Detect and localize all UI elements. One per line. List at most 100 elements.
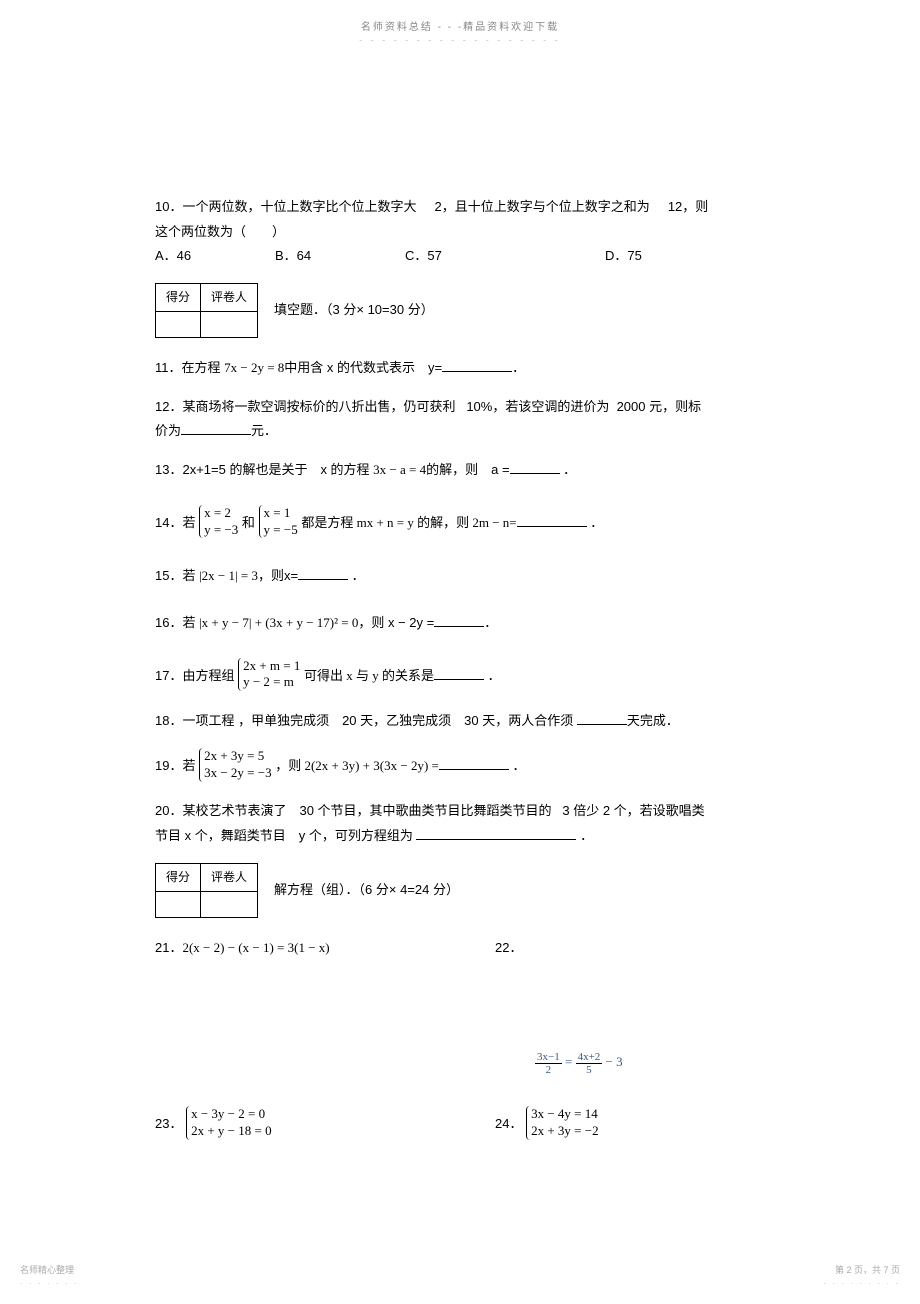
footer-left: 名师精心整理 . . . . . . . [20,1263,79,1286]
q22-f1n: 3x−1 [535,1051,562,1064]
q14-s1l1: x = 2 [204,505,238,522]
q13-blank [510,461,560,474]
q11-b: 中用含 x 的代数式表示 y= [284,360,442,375]
q14: 14．若 x = 2y = −3 和 x = 1y = −5 都是方程 mx +… [155,505,795,543]
q16-math: |x + y − 7| + (3x + y − 17)² = 0 [199,615,358,630]
q19-a: 19．若 [155,758,195,773]
q23-l2: 2x + y − 18 = 0 [191,1123,272,1140]
q15: 15．若 |2x − 1| = 3，则x= ． [155,564,795,589]
q19: 19．若 2x + 3y = 53x − 2y = −3 ，则 2(2x + 3… [155,748,795,786]
score2-col1: 得分 [156,863,201,891]
q24-a: 24． [495,1116,522,1131]
q17-b: 可得出 x 与 y 的关系是 [304,668,434,683]
q14-sys2: x = 1y = −5 [259,505,298,543]
q18-b: 天完成． [627,713,679,728]
q11-c: ． [512,360,525,375]
q10-text-d: 这个两位数为（ ） [155,224,285,239]
q16-a: 16．若 [155,615,199,630]
q15-a: 15．若 [155,568,199,583]
q17: 17．由方程组 2x + m = 1y − 2 = m 可得出 x 与 y 的关… [155,658,795,696]
q23-sys: x − 3y − 2 = 02x + y − 18 = 0 [186,1106,272,1144]
q21-a: 21． [155,940,182,955]
score-blank2 [201,311,258,337]
header-line1: 名师资料总结 - - -精品资料欢迎下载 [361,22,559,33]
content: 10．一个两位数，十位上数字比个位上数字大 2，且十位上数字与个位上数字之和为 … [0,45,920,1143]
q10-choice-a: A．46 [155,244,275,269]
q15-blank [298,567,348,580]
q20-c: 节目 x 个，舞蹈类节目 y 个，可列方程组为 [155,828,413,843]
q14-s2l2: y = −5 [264,522,298,539]
q20-d: ． [580,828,593,843]
q14-sys1: x = 2y = −3 [199,505,238,543]
q12-blank [181,422,251,435]
q13-math: 3x − a = 4 [373,462,426,477]
q16: 16．若 |x + y − 7| + (3x + y − 17)² = 0，则 … [155,611,795,636]
score2-blank1 [156,891,201,917]
row-23-24: 23． x − 3y − 2 = 02x + y − 18 = 0 24． 3x… [155,1106,795,1144]
score-col2: 评卷人 [201,284,258,312]
q14-b: 都是方程 mx + n = y 的解，则 2m − n= [301,515,516,530]
q16-b: ，则 x − 2y = [358,615,434,630]
q10: 10．一个两位数，十位上数字比个位上数字大 2，且十位上数字与个位上数字之和为 … [155,195,795,269]
q13-b: 的解，则 a = [426,462,509,477]
score2-col2: 评卷人 [201,863,258,891]
q15-b: ，则x= [258,568,298,583]
q12: 12．某商场将一款空调按标价的八折出售，仍可获利 10%，若该空调的进价为 20… [155,395,795,444]
q20: 20．某校艺术节表演了 30 个节目，其中歌曲类节目比舞蹈类节目的 3 倍少 2… [155,799,795,848]
q20-blank [416,827,576,840]
q21-math: 2(x − 2) − (x − 1) = 3(1 − x) [182,940,329,955]
footer-right: 第 2 页，共 7 页 . . . . . . . . . [823,1263,900,1286]
q22-f2d: 5 [576,1064,603,1076]
score-table-1: 得分评卷人 [155,283,258,338]
q10-choices: A．46 B．64 C．57 D．75 [155,244,795,269]
q16-c: ． [484,615,497,630]
q11-a: 11．在方程 [155,360,224,375]
q15-math: |2x − 1| = 3 [199,568,258,583]
q19-blank [439,757,509,770]
q19-l2: 3x − 2y = −3 [204,765,272,782]
score-col1: 得分 [156,284,201,312]
q22-eqsign: = [565,1054,576,1069]
q22-frac2: 4x+25 [576,1051,603,1076]
q22-frac1: 3x−12 [535,1051,562,1076]
q14-s1l2: y = −3 [204,522,238,539]
q22: 22． 3x−12 = 4x+25 − 3 [455,936,795,1076]
q24-l2: 2x + 3y = −2 [531,1123,599,1140]
section-fill-row: 得分评卷人 填空题．（3 分× 10=30 分） [155,283,795,338]
q10-text-c: 12，则 [668,199,708,214]
q14-mid: 和 [242,515,255,530]
q15-c: ． [352,568,365,583]
q22-f2n: 4x+2 [576,1051,603,1064]
footer-right-dots: . . . . . . . . . [823,1276,900,1286]
q17-sys: 2x + m = 1y − 2 = m [238,658,300,696]
q23: 23． x − 3y − 2 = 02x + y − 18 = 0 [155,1106,455,1144]
q12-e: 元． [251,423,277,438]
q23-a: 23． [155,1116,182,1131]
q22-eq: 3x−12 = 4x+25 − 3 [535,1054,623,1069]
section-fill-title: 填空题．（3 分× 10=30 分） [274,298,434,323]
q17-l1: 2x + m = 1 [243,658,300,675]
q12-b: 10%，若该空调的进价为 [466,399,609,414]
q10-choice-d: D．75 [605,244,642,269]
footer-left-dots: . . . . . . . [20,1276,79,1286]
q14-s2l1: x = 1 [264,505,298,522]
q20-a: 20．某校艺术节表演了 30 个节目，其中歌曲类节目比舞蹈类节目的 [155,803,552,818]
q14-c: ． [590,515,603,530]
q11-blank [442,359,512,372]
q11: 11．在方程 7x − 2y = 8中用含 x 的代数式表示 y=． [155,356,795,381]
q10-choice-b: B．64 [275,244,405,269]
header-sub: - - - - - - - - - - - - - - - - - - [0,35,920,45]
q21: 21．2(x − 2) − (x − 1) = 3(1 − x) [155,936,455,1076]
q22-f1d: 2 [535,1064,562,1076]
q18-blank [577,712,627,725]
q17-blank [434,667,484,680]
score-table-2: 得分评卷人 [155,863,258,918]
q20-b: 3 倍少 2 个，若设歌唱类 [562,803,704,818]
q16-blank [434,614,484,627]
q17-l2: y − 2 = m [243,674,300,691]
q19-l1: 2x + 3y = 5 [204,748,272,765]
q12-a: 12．某商场将一款空调按标价的八折出售，仍可获利 [155,399,455,414]
row-21-22: 21．2(x − 2) − (x − 1) = 3(1 − x) 22． 3x−… [155,936,795,1076]
q14-blank [517,514,587,527]
q22-a: 22． [495,940,522,955]
